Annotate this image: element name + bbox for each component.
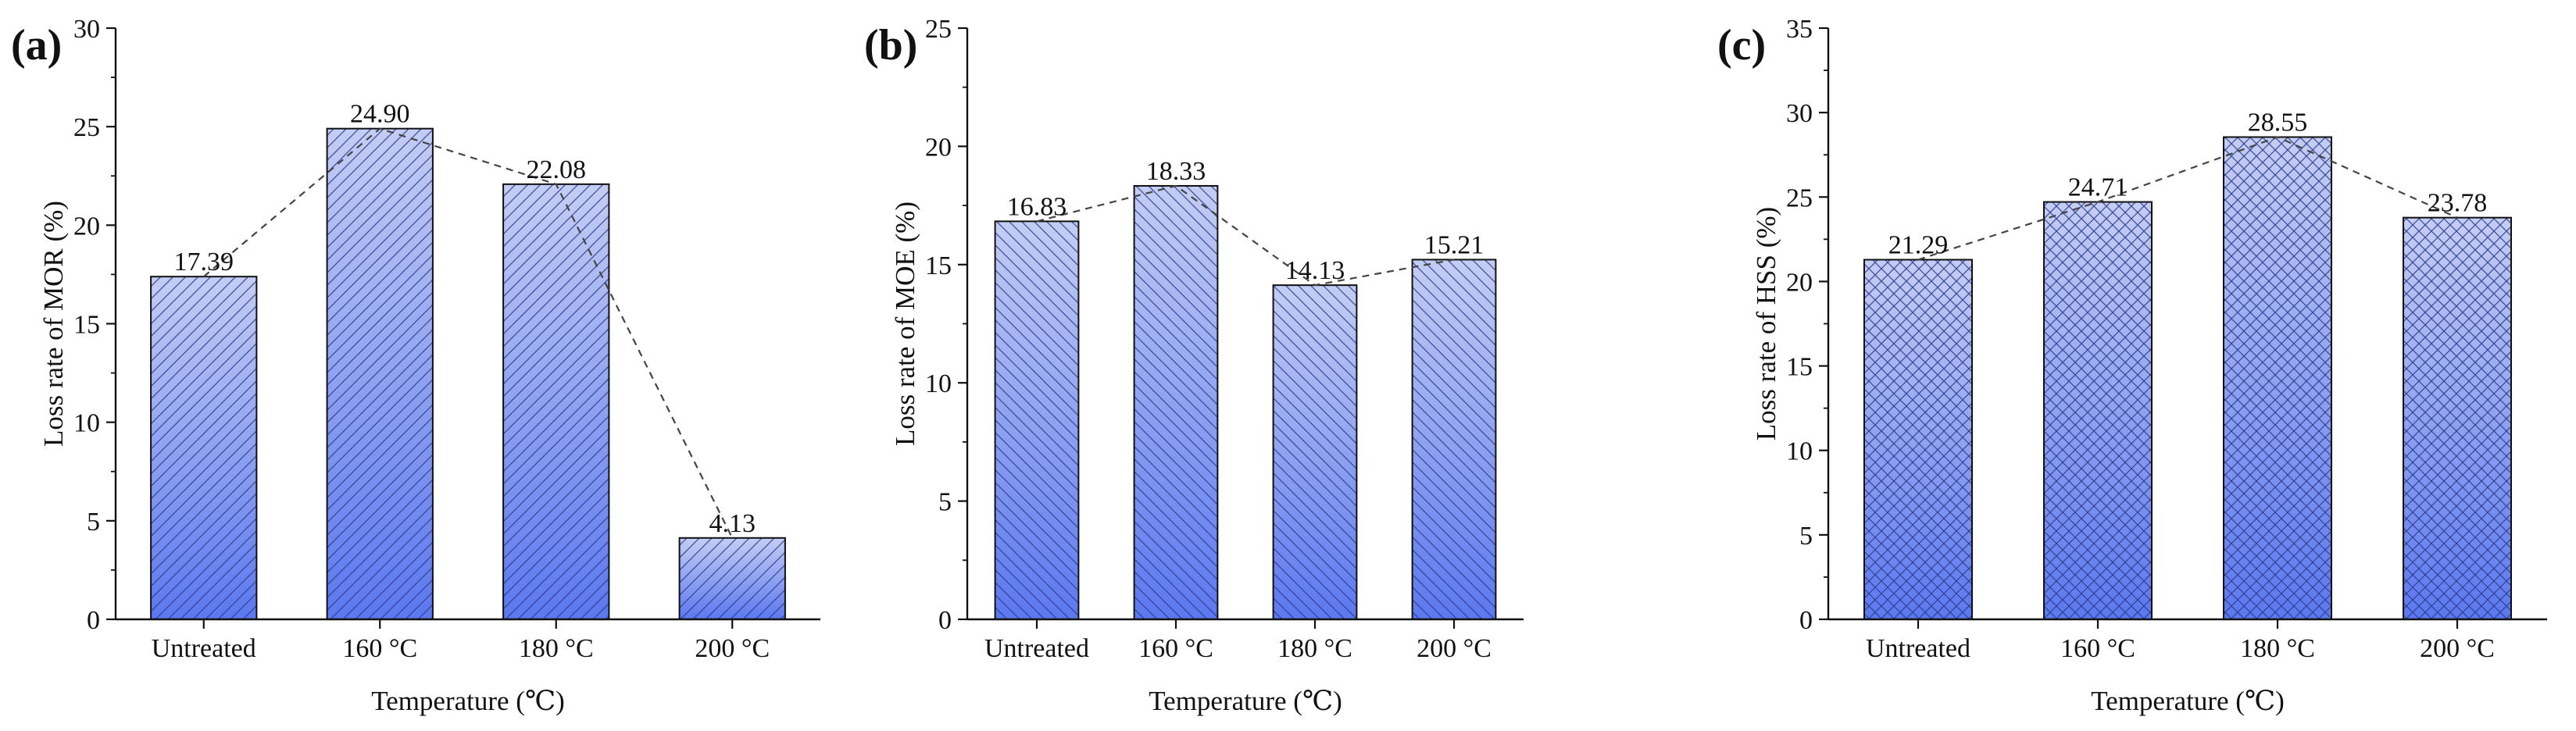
bar [678, 537, 786, 620]
y-tick-label: 0 [87, 606, 100, 635]
panel-label: (a) [11, 21, 62, 70]
x-tick-label: 180 °C [1277, 634, 1352, 663]
y-tick-label: 5 [87, 508, 100, 537]
bar [1863, 259, 1973, 620]
data-label: 16.83 [1007, 192, 1067, 221]
y-tick-label: 20 [73, 212, 100, 241]
y-axis-label: Loss rate of MOR (%) [38, 201, 69, 447]
bar [2403, 216, 2512, 621]
data-label: 15.21 [1424, 230, 1485, 259]
y-tick-label: 5 [1799, 522, 1813, 551]
x-axis-label: Temperature (℃) [2091, 686, 2285, 716]
y-tick-label: 25 [1786, 184, 1813, 212]
data-label: 28.55 [2248, 109, 2308, 137]
y-tick-label: 0 [938, 606, 952, 635]
data-label: 24.90 [350, 100, 410, 129]
y-tick-label: 0 [1799, 606, 1813, 635]
x-tick-label: 160 °C [342, 634, 417, 663]
bar [1411, 259, 1497, 620]
chart-panel-2: 16.83 18.33 14.13 15.21 0 5 10 15 20 25 Untreated 1… [864, 15, 1524, 716]
y-tick-label: 10 [925, 369, 952, 398]
chart-panel-1: 17.39 24.90 22.08 4.13 0 5 10 15 20 25 30 Untreated… [11, 15, 820, 716]
y-tick-label: 15 [73, 311, 100, 340]
bar [502, 183, 610, 620]
y-tick-label: 25 [925, 15, 952, 44]
y-tick-label: 20 [1786, 268, 1813, 297]
x-tick-label: 200 °C [2420, 634, 2495, 663]
bar [326, 127, 434, 620]
y-tick-label: 5 [938, 488, 952, 517]
y-tick-label: 15 [1786, 353, 1813, 382]
trend-line [203, 127, 734, 539]
x-axis-label: Temperature (℃) [371, 686, 565, 716]
y-tick-label: 30 [1786, 99, 1813, 128]
y-tick-label: 10 [73, 409, 100, 438]
data-label: 21.29 [1888, 231, 1949, 260]
trend-line [1917, 136, 2458, 261]
x-tick-label: 160 °C [1138, 634, 1213, 663]
x-tick-label: 200 °C [1417, 634, 1492, 663]
data-label: 17.39 [174, 248, 234, 276]
bar [2043, 201, 2153, 621]
bar [994, 220, 1080, 620]
bar [2223, 136, 2332, 621]
x-tick-label: Untreated [1866, 634, 1970, 663]
data-label: 14.13 [1285, 256, 1345, 285]
trend-line [1036, 184, 1455, 287]
x-tick-label: Untreated [152, 634, 256, 663]
panel-label: (b) [864, 21, 917, 70]
y-tick-label: 30 [73, 15, 100, 44]
bar [1133, 184, 1219, 621]
x-tick-label: 180 °C [2240, 634, 2315, 663]
y-tick-label: 25 [73, 113, 100, 142]
y-tick-label: 15 [925, 251, 952, 280]
x-tick-label: 200 °C [695, 634, 770, 663]
panel-label: (c) [1717, 21, 1766, 70]
y-axis-label: Loss rate of MOE (%) [890, 201, 920, 446]
x-tick-label: Untreated [984, 634, 1089, 663]
chart-panel-3: 21.29 24.71 28.55 23.78 0 5 10 15 20 25 30 35 Untrea… [1717, 15, 2547, 716]
data-label: 18.33 [1146, 157, 1206, 186]
y-axis-label: Loss rate of HSS (%) [1751, 207, 1781, 440]
data-label: 4.13 [709, 509, 756, 538]
x-tick-label: 160 °C [2060, 634, 2135, 663]
y-tick-label: 20 [925, 133, 952, 162]
x-tick-label: 180 °C [519, 634, 594, 663]
data-label: 22.08 [527, 155, 587, 184]
bar [150, 276, 258, 620]
data-label: 24.71 [2068, 173, 2128, 202]
data-label: 23.78 [2428, 189, 2488, 218]
y-tick-label: 10 [1786, 437, 1813, 466]
bar [1272, 284, 1358, 620]
x-axis-label: Temperature (℃) [1149, 686, 1342, 716]
y-tick-label: 35 [1786, 15, 1813, 44]
